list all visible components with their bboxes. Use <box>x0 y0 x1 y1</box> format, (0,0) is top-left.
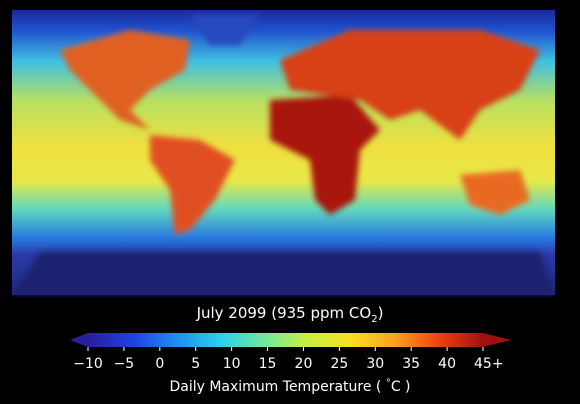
tick-label: 40 <box>438 356 456 372</box>
south-america <box>150 135 235 235</box>
australia <box>460 170 530 215</box>
map <box>12 10 555 295</box>
tick-label: 10 <box>223 356 241 372</box>
tick-label: 0 <box>155 356 164 372</box>
title-suffix: ) <box>378 304 384 322</box>
tick-label: 20 <box>295 356 313 372</box>
tick-label: −10 <box>73 356 103 372</box>
tick-label: 5 <box>191 356 200 372</box>
colorbar-bar <box>88 333 483 347</box>
tick-label: −5 <box>114 356 135 372</box>
north-america <box>60 30 190 130</box>
title-text: July 2099 (935 ppm CO <box>196 304 372 322</box>
colorbar: −10 −5 0 5 10 15 20 25 30 35 40 45+ <box>70 333 511 372</box>
eurasia <box>280 30 540 140</box>
tick-label: 35 <box>402 356 420 372</box>
antarctica <box>12 252 555 295</box>
label-text: Daily Maximum Temperature ( <box>169 379 385 395</box>
tick-label: 45+ <box>474 356 504 372</box>
colorbar-label: Daily Maximum Temperature ( °C ) <box>169 378 410 395</box>
colorbar-arrow-high <box>483 333 511 347</box>
title: July 2099 (935 ppm CO2) <box>196 304 384 325</box>
label-unit: C ) <box>391 379 411 395</box>
greenland <box>190 15 260 45</box>
label-degree: ° <box>386 378 391 389</box>
colorbar-arrow-low <box>70 333 88 347</box>
title-subscript: 2 <box>371 314 377 325</box>
tick-label: 30 <box>366 356 384 372</box>
africa <box>270 95 380 215</box>
tick-label: 25 <box>330 356 348 372</box>
tick-label: 15 <box>259 356 277 372</box>
